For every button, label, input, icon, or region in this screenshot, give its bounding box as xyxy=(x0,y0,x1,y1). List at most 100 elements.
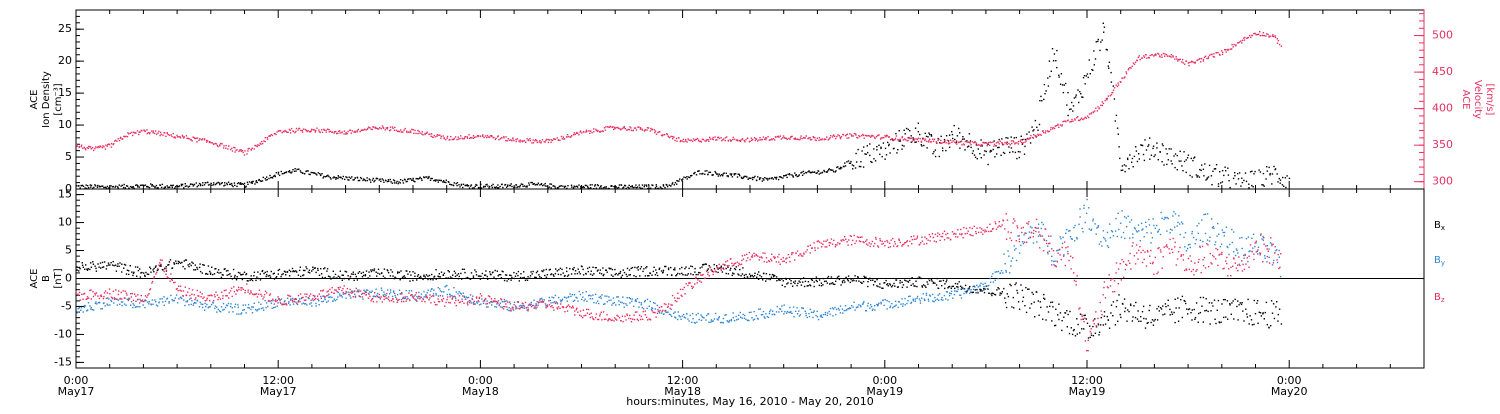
bottom-bx-point xyxy=(968,287,969,288)
top-velocity-point xyxy=(590,130,591,131)
top-density-point xyxy=(242,183,243,184)
bottom-by-point xyxy=(531,302,532,303)
bottom-by-point xyxy=(539,302,540,303)
bottom-by-point xyxy=(585,299,586,300)
top-density-point xyxy=(80,187,81,188)
bottom-bx-point xyxy=(546,269,547,270)
top-density-point xyxy=(744,176,745,177)
top-density-point xyxy=(551,184,552,185)
top-velocity-point xyxy=(248,148,249,149)
top-density-point xyxy=(219,184,220,185)
top-velocity-point xyxy=(351,133,352,134)
bottom-bx-point xyxy=(944,288,945,289)
bottom-bx-point xyxy=(499,274,500,275)
top-velocity-point xyxy=(718,137,719,138)
bottom-bx-point xyxy=(833,284,834,285)
top-velocity-point xyxy=(230,149,231,150)
bottom-bx-point xyxy=(566,267,567,268)
top-density-point xyxy=(674,184,675,185)
top-velocity-point xyxy=(186,135,187,136)
top-velocity-point xyxy=(240,149,241,150)
bottom-bx-point xyxy=(784,286,785,287)
top-density-point xyxy=(135,185,136,186)
bottom-by-point xyxy=(125,305,126,306)
top-velocity-point xyxy=(549,139,550,140)
bottom-by-point xyxy=(328,300,329,301)
top-velocity-point xyxy=(350,130,351,131)
bottom-by-point xyxy=(1083,205,1084,206)
top-density-point xyxy=(1116,115,1117,116)
bottom-bx-point xyxy=(900,280,901,281)
bottom-bx-point xyxy=(328,276,329,277)
top-density-point xyxy=(366,177,367,178)
bottom-bx-point xyxy=(303,274,304,275)
top-velocity-point xyxy=(933,141,934,142)
bottom-bx-point xyxy=(527,280,528,281)
top-velocity-point xyxy=(394,127,395,128)
bottom-bx-point xyxy=(1203,321,1204,322)
bottom-bx-point xyxy=(353,274,354,275)
bottom-by-point xyxy=(800,314,801,315)
bottom-by-point xyxy=(1098,225,1099,226)
bottom-bx-point xyxy=(476,274,477,275)
top-density-point xyxy=(850,163,851,164)
top-velocity-point xyxy=(1166,54,1167,55)
top-density-point xyxy=(463,184,464,185)
bottom-bx-point xyxy=(752,275,753,276)
top-velocity-point xyxy=(1112,92,1113,93)
bottom-bx-point xyxy=(520,273,521,274)
bottom-by-point xyxy=(477,302,478,303)
bottom-bx-point xyxy=(837,277,838,278)
top-velocity-point xyxy=(758,139,759,140)
bottom-by-point xyxy=(384,294,385,295)
bottom-by-point xyxy=(810,309,811,310)
top-density-point xyxy=(307,170,308,171)
top-density-point xyxy=(578,184,579,185)
top-density-point xyxy=(682,178,683,179)
top-density-point xyxy=(1238,178,1239,179)
bottom-by-point xyxy=(487,306,488,307)
top-velocity-point xyxy=(1176,56,1177,57)
bottom-by-point xyxy=(887,308,888,309)
top-velocity-point xyxy=(994,144,995,145)
bottom-bx-point xyxy=(692,266,693,267)
bottom-bx-point xyxy=(1162,305,1163,306)
top-velocity-point xyxy=(1174,58,1175,59)
top-velocity-point xyxy=(912,137,913,138)
bottom-by-point xyxy=(318,300,319,301)
top-velocity-point xyxy=(1170,56,1171,57)
top-density-point xyxy=(1151,155,1152,156)
top-velocity-point xyxy=(938,139,939,140)
top-density-point xyxy=(931,135,932,136)
bottom-by-point xyxy=(390,291,391,292)
bottom-by-point xyxy=(713,320,714,321)
bottom-bx-point xyxy=(333,276,334,277)
top-density-point xyxy=(300,172,301,173)
bottom-bx-point xyxy=(128,274,129,275)
bottom-bx-point xyxy=(214,273,215,274)
bottom-by-point xyxy=(1056,250,1057,251)
top-velocity-point xyxy=(1135,62,1136,63)
bottom-bx-point xyxy=(1206,298,1207,299)
top-density-point xyxy=(996,153,997,154)
bottom-by-point xyxy=(277,302,278,303)
top-density-point xyxy=(1065,83,1066,84)
top-velocity-point xyxy=(1277,43,1278,44)
top-velocity-point xyxy=(87,147,88,148)
bottom-by-point xyxy=(657,309,658,310)
bottom-bx-point xyxy=(679,273,680,274)
top-velocity-point xyxy=(293,131,294,132)
bottom-bx-point xyxy=(1261,315,1262,316)
top-velocity-point xyxy=(213,143,214,144)
bottom-by-point xyxy=(185,301,186,302)
top-density-point xyxy=(833,171,834,172)
bottom-by-point xyxy=(631,301,632,302)
bottom-bx-point xyxy=(668,269,669,270)
top-velocity-point xyxy=(1108,95,1109,96)
top-density-point xyxy=(639,184,640,185)
top-velocity-point xyxy=(227,148,228,149)
bottom-by-point xyxy=(797,313,798,314)
top-density-point xyxy=(1234,172,1235,173)
bottom-bx-point xyxy=(166,270,167,271)
bottom-by-point xyxy=(315,305,316,306)
